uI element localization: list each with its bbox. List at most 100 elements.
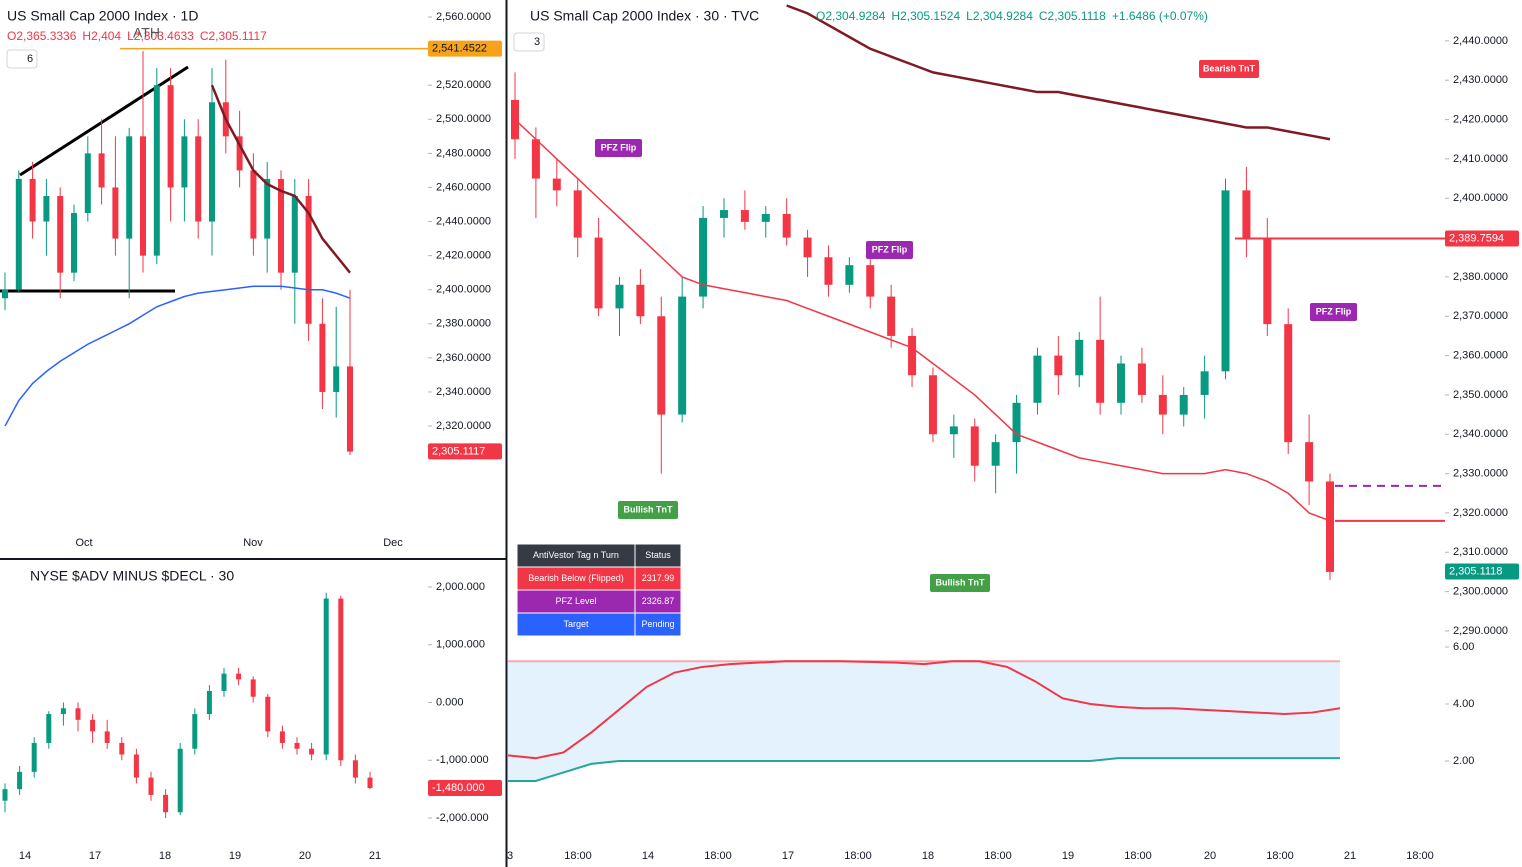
y-tick-label: 2,340.0000 (436, 386, 491, 398)
candle-body (195, 136, 202, 222)
signal-label: Bullish TnT (936, 577, 985, 587)
candle-body (1305, 442, 1314, 482)
candle-body (367, 777, 373, 788)
line-series (514, 119, 1331, 522)
candle-body (1221, 190, 1230, 372)
signal-label-box (1310, 303, 1357, 321)
time-label: 18 (159, 850, 171, 862)
signal-label: Bullish TnT (624, 504, 673, 514)
candle-body (636, 284, 645, 317)
candle-body (323, 598, 329, 755)
candle-body (119, 742, 125, 755)
signal-label: PFZ Flip (872, 244, 908, 254)
candle-body (140, 136, 146, 256)
price-tag (428, 779, 502, 796)
candle-body (866, 265, 875, 297)
indicator-toggle (6, 49, 38, 69)
candle-body (250, 170, 257, 239)
candle-body (338, 598, 344, 761)
candle-body (2, 289, 8, 299)
panel-title: NYSE $ADV MINUS $DECL · 30 (30, 568, 234, 584)
line-series (4, 285, 351, 427)
signal-label: Bearish TnT (1203, 63, 1256, 73)
table-cell-text: 2317.99 (642, 573, 675, 583)
y-tick-label: 2,330.0000 (1453, 468, 1508, 480)
time-label: 19 (229, 850, 241, 862)
time-label: 3 (507, 850, 513, 862)
time-label: 19 (1062, 850, 1074, 862)
time-label: 18:00 (1266, 850, 1294, 862)
candle-body (824, 257, 833, 285)
y-tick-label: 2,290.0000 (1453, 625, 1508, 637)
table-header: Status (645, 550, 671, 560)
candle-body (236, 673, 242, 680)
ohlc-value: O2,304.9284 (816, 9, 886, 23)
y-tick-label: 2,300.0000 (1453, 586, 1508, 598)
y-tick-label: 0.000 (436, 696, 464, 708)
candle-body (1200, 371, 1209, 395)
candle-body (43, 195, 50, 222)
candle-body (1033, 355, 1042, 403)
time-label: Dec (383, 537, 403, 549)
candle-body (740, 210, 749, 222)
candle-body (1075, 339, 1084, 376)
candle-body (84, 153, 91, 214)
candle-body (699, 217, 708, 297)
candle-body (57, 195, 64, 273)
candle-body (17, 771, 23, 790)
candle-body (250, 679, 256, 697)
candle-body (845, 265, 854, 285)
time-label: Oct (75, 537, 92, 549)
table-cell-text: Target (563, 619, 589, 629)
candle-body (153, 85, 160, 256)
candle-body (177, 748, 183, 813)
candle-body (928, 375, 937, 435)
candle-body (167, 85, 174, 188)
price-tag (1445, 230, 1519, 247)
candle-body (657, 316, 666, 415)
y-tick-label: 2.00 (1453, 755, 1474, 767)
candle-body (309, 748, 315, 755)
y-tick-label: 2,420.0000 (1453, 113, 1508, 125)
time-label: 17 (89, 850, 101, 862)
ohlc-value: C2,305.1118 (1039, 9, 1106, 23)
candle-body (291, 195, 298, 273)
candle-body (278, 178, 284, 273)
candle-body (221, 673, 227, 691)
time-label: 18 (922, 850, 934, 862)
ohlc-value: H2,404 (82, 29, 121, 43)
table-header: AntiVestor Tag n Turn (533, 550, 619, 560)
signal-label-box (618, 501, 678, 519)
time-label: 18:00 (844, 850, 872, 862)
candle-body (71, 213, 77, 273)
candle-body (615, 284, 624, 309)
candle-body (181, 136, 188, 188)
status-table: AntiVestor Tag n Turn Status Bearish Below… (516, 543, 682, 637)
candle-body (347, 366, 353, 452)
candle-body (265, 696, 271, 732)
price-tag (428, 443, 502, 460)
time-label: 20 (1204, 850, 1216, 862)
candle-body (719, 210, 728, 218)
candle-body (90, 719, 96, 732)
y-tick-label: 2,480.0000 (436, 147, 491, 159)
candle-body (761, 213, 770, 222)
time-label: Nov (243, 537, 263, 549)
time-label: 20 (299, 850, 311, 862)
time-label: 18:00 (704, 850, 732, 862)
y-tick-label: 2,360.0000 (1453, 350, 1508, 362)
candle-body (46, 714, 52, 743)
candle-body (31, 742, 37, 772)
candle-body (112, 187, 119, 239)
signal-label-box (866, 241, 913, 259)
time-label: 14 (642, 850, 654, 862)
y-tick-label: 2,460.0000 (436, 181, 491, 193)
candle-body (60, 708, 66, 715)
y-tick-label: 4.00 (1453, 698, 1474, 710)
candle-body (552, 178, 561, 191)
y-tick-label: 2,350.0000 (1453, 389, 1508, 401)
y-tick-label: 2,440.0000 (436, 215, 491, 227)
candle-body (1054, 355, 1063, 376)
y-tick-label: 2,340.0000 (1453, 428, 1508, 440)
y-tick-label: -1,000.000 (436, 754, 489, 766)
